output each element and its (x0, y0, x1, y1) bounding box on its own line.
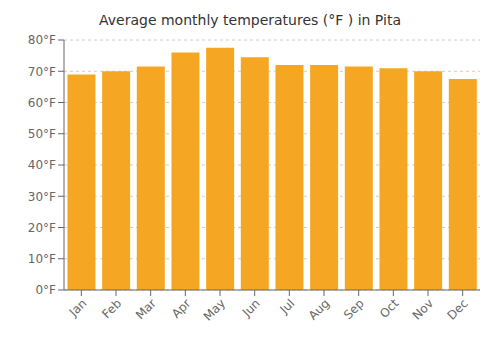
svg-text:Oct: Oct (377, 296, 402, 321)
svg-text:Jul: Jul (277, 296, 298, 317)
svg-text:Nov: Nov (410, 296, 436, 322)
svg-text:Jan: Jan (66, 296, 90, 320)
svg-text:80°F: 80°F (28, 33, 56, 47)
svg-text:30°F: 30°F (28, 190, 56, 204)
svg-text:Apr: Apr (169, 296, 194, 321)
svg-text:Mar: Mar (133, 296, 159, 322)
html-text:Average monthly temperatures (: Average monthly temperatures (°F ) in Pi… (99, 12, 401, 28)
svg-text:70°F: 70°F (28, 65, 56, 79)
svg-text:Sep: Sep (341, 296, 367, 322)
svg-text:60°F: 60°F (28, 96, 56, 110)
svg-text:10°F: 10°F (28, 252, 56, 266)
svg-text:0°F: 0°F (35, 283, 56, 297)
svg-text:May: May (201, 296, 228, 323)
svg-text:Jun: Jun (239, 296, 263, 320)
svg-text:Aug: Aug (306, 296, 332, 322)
svg-text:50°F: 50°F (28, 127, 56, 141)
svg-text:Dec: Dec (444, 296, 470, 322)
svg-text:40°F: 40°F (28, 158, 56, 172)
svg-text:20°F: 20°F (28, 221, 56, 235)
svg-text:Feb: Feb (99, 296, 124, 321)
